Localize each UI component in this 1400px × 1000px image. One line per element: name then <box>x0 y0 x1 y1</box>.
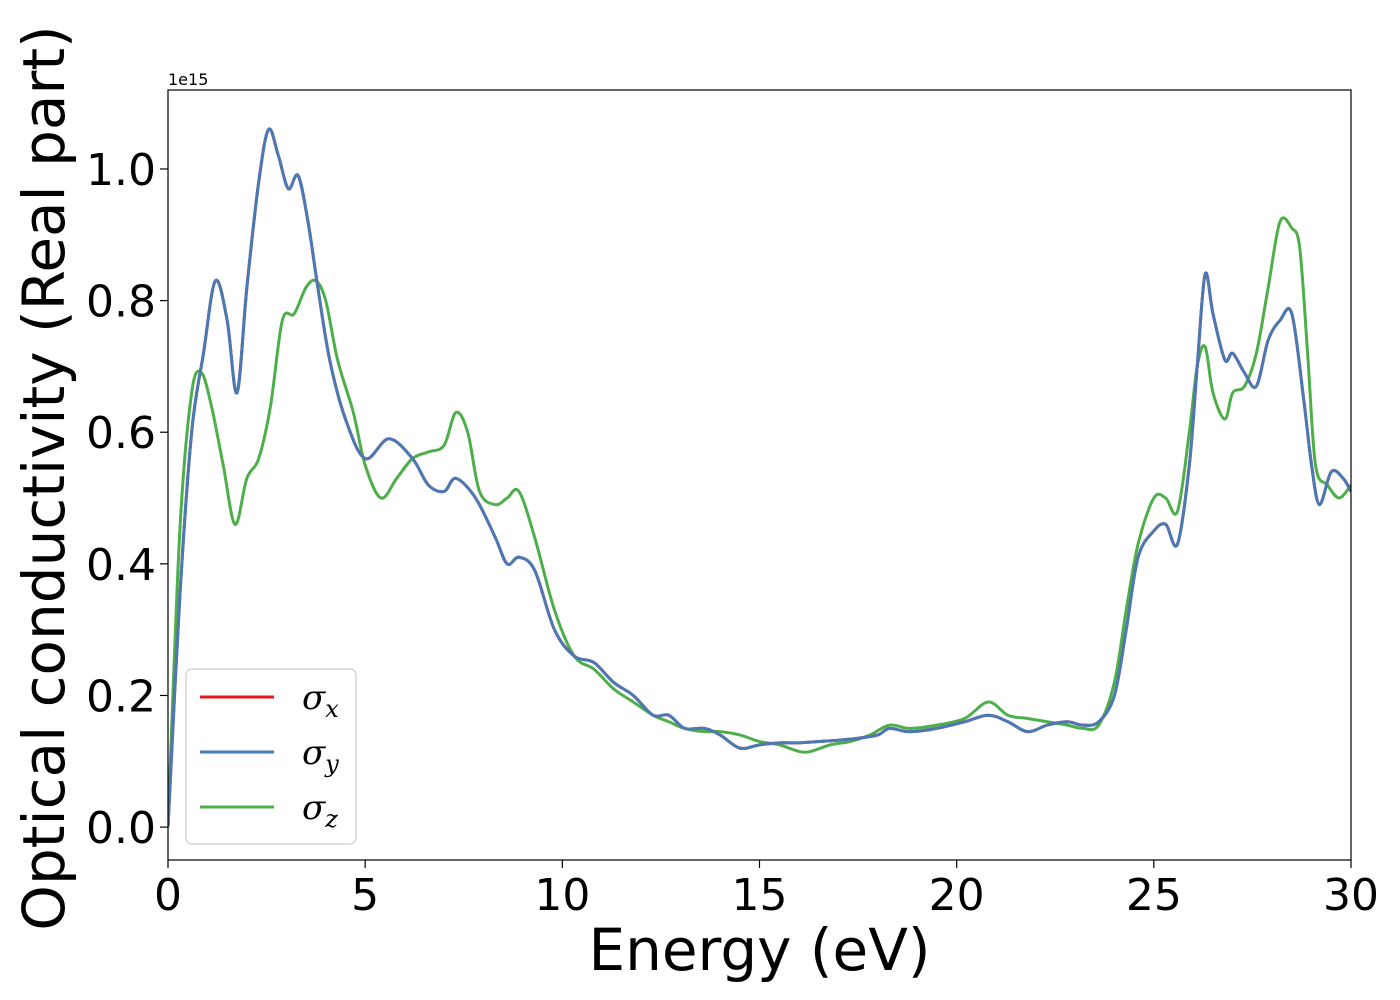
series-line-z <box>168 216 1351 828</box>
y-tick-label: 0.8 <box>86 277 156 328</box>
x-tick-label: 15 <box>732 870 788 921</box>
y-tick-label: 0.6 <box>86 408 156 459</box>
legend-label-x: σx <box>302 678 339 723</box>
x-axis-title: Energy (eV) <box>588 916 930 984</box>
x-tick-label: 5 <box>351 870 379 921</box>
x-tick-label: 25 <box>1126 870 1182 921</box>
x-tick-label: 20 <box>929 870 985 921</box>
legend-frame <box>185 668 357 845</box>
x-tick-label: 30 <box>1323 870 1379 921</box>
y-tick-label: 1.0 <box>86 145 156 196</box>
y-tick-label: 0.0 <box>86 803 156 854</box>
y-axis-ticks: 0.0 0.2 0.4 0.6 0.8 1.0 <box>86 145 168 854</box>
y-offset-label: 1e15 <box>168 70 208 89</box>
y-axis-title: Optical conductivity (Real part) <box>10 25 78 930</box>
series-layer <box>168 127 1351 828</box>
series-line-y <box>168 127 1351 828</box>
x-tick-label: 0 <box>154 870 182 921</box>
x-tick-label: 10 <box>534 870 590 921</box>
x-axis-ticks: 0 5 10 15 20 25 30 <box>154 860 1379 921</box>
y-tick-label: 0.4 <box>86 540 156 591</box>
y-tick-label: 0.2 <box>86 671 156 722</box>
